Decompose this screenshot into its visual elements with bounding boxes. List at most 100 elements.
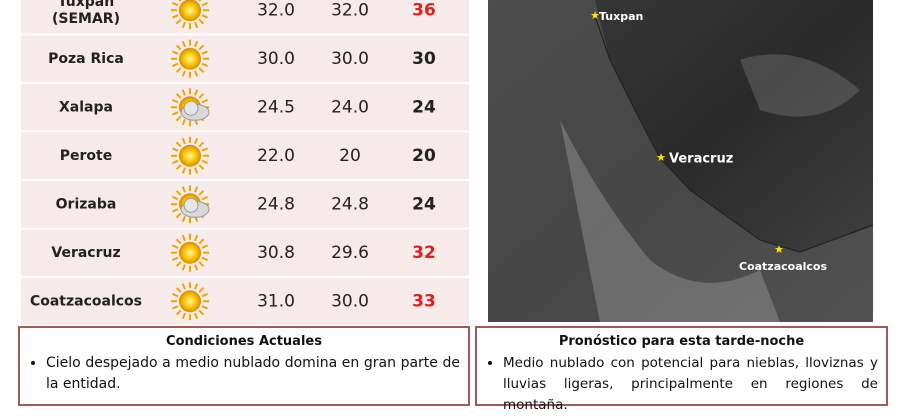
- sun-ray: [175, 190, 182, 196]
- sun-ray: [194, 167, 199, 174]
- sun-ray: [181, 137, 186, 145]
- sun-ray: [175, 309, 182, 316]
- sun-ray: [172, 305, 179, 310]
- city: Orizaba: [56, 196, 117, 212]
- map-star: ★: [656, 151, 666, 164]
- value: 24: [412, 194, 436, 214]
- panel-text: Cielo despejado a medio nublado domina e…: [46, 353, 460, 395]
- sun-ray: [194, 40, 199, 48]
- map-label: Veracruz: [669, 152, 733, 167]
- sun-ray: [172, 244, 179, 249]
- sun-ray: [194, 234, 199, 242]
- sun-ray: [201, 50, 208, 55]
- row-bg: [19, 227, 471, 278]
- sun-ray: [198, 164, 205, 170]
- sun-ray: [201, 99, 208, 104]
- sun-ray: [201, 159, 208, 164]
- value: 36: [412, 0, 436, 20]
- value: 24.8: [331, 194, 369, 214]
- sun: [179, 47, 201, 70]
- sun-ray: [172, 196, 179, 201]
- value: 30.0: [331, 49, 369, 69]
- map-star: ★: [774, 243, 784, 256]
- sun-ray: [178, 0, 182, 2]
- sun-ray: [194, 89, 199, 96]
- sun-ray: [194, 283, 199, 290]
- sun-ray: [198, 18, 205, 25]
- sun-ray: [181, 89, 186, 96]
- city: Tuxpan (SEMAR): [52, 0, 120, 27]
- sun-ray: [198, 0, 202, 2]
- sun-ray: [175, 115, 182, 122]
- sun: [179, 241, 201, 264]
- page: Tuxpan (SEMAR) 32.0 32.0 36 Poza Rica 30.0 30.0…: [0, 0, 900, 400]
- sun-ray: [201, 196, 208, 201]
- sun-ray: [181, 167, 186, 174]
- sun-ray: [181, 21, 186, 29]
- sun-ray: [198, 238, 205, 245]
- sun-ray: [181, 186, 186, 193]
- value: 24.8: [257, 194, 295, 214]
- value: 30: [412, 49, 436, 69]
- sun-ray: [194, 21, 199, 29]
- panel: Pronóstico para esta tarde-noche Medio n…: [475, 326, 888, 413]
- sun-ray: [194, 186, 199, 193]
- sun-ray: [201, 305, 208, 310]
- sun-ray: [198, 44, 205, 51]
- sun-ray: [201, 244, 208, 249]
- sun-ray: [175, 238, 182, 245]
- sun-ray: [201, 62, 208, 67]
- value: 33: [412, 291, 436, 311]
- sun-ray: [172, 62, 179, 67]
- value: 20: [339, 146, 361, 166]
- cloud: [183, 100, 199, 116]
- sun-ray: [201, 293, 208, 298]
- sun-ray: [198, 287, 205, 293]
- sun-ray: [194, 70, 199, 77]
- map-label: Coatzacoalcos: [739, 260, 827, 273]
- sun-ray: [181, 215, 186, 223]
- row-bg: [19, 130, 471, 181]
- sun-ray: [175, 287, 182, 293]
- row-bg: [19, 33, 471, 84]
- sun-ray: [194, 264, 199, 271]
- satellite-image: [488, 0, 874, 322]
- value: 24: [412, 97, 436, 117]
- sun-ray: [172, 256, 179, 261]
- panel-text: Medio nublado con potencial para nieblas…: [503, 353, 878, 416]
- value: 30.8: [257, 243, 295, 263]
- sun-ray: [198, 141, 205, 148]
- sun-ray: [198, 93, 205, 99]
- value: 31.0: [257, 291, 295, 311]
- sun-ray: [175, 18, 182, 25]
- weather-table: Tuxpan (SEMAR) 32.0 32.0 36 Poza Rica 30.0 30.0…: [19, 0, 874, 326]
- sun-ray: [181, 312, 186, 320]
- value: 22.0: [257, 146, 295, 166]
- panel-title: Pronóstico para esta tarde-noche: [558, 334, 805, 349]
- city: Perote: [60, 148, 112, 164]
- sun-ray: [175, 164, 182, 170]
- sun-ray: [172, 111, 179, 116]
- value: 32.0: [257, 0, 295, 20]
- sun-ray: [175, 67, 182, 73]
- panel: Condiciones Actuales Cielo despejado a m…: [18, 326, 470, 406]
- sun-ray: [172, 2, 179, 7]
- city: Poza Rica: [48, 51, 124, 67]
- sun-ray: [172, 147, 179, 152]
- value: 24.5: [257, 97, 295, 117]
- city: Coatzacoalcos: [30, 293, 142, 309]
- sun-ray: [181, 70, 186, 77]
- sun-ray: [172, 50, 179, 55]
- sun-ray: [172, 99, 179, 104]
- sun-ray: [198, 67, 205, 73]
- sun: [179, 290, 201, 313]
- value: 20: [412, 146, 436, 166]
- sun-ray: [181, 264, 186, 271]
- sun-ray: [201, 147, 208, 152]
- sun-ray: [175, 212, 182, 219]
- value: 30.0: [331, 291, 369, 311]
- sun: [179, 144, 201, 167]
- panel-title: Condiciones Actuales: [166, 334, 322, 349]
- sun-ray: [172, 14, 179, 19]
- city: Veracruz: [51, 245, 120, 261]
